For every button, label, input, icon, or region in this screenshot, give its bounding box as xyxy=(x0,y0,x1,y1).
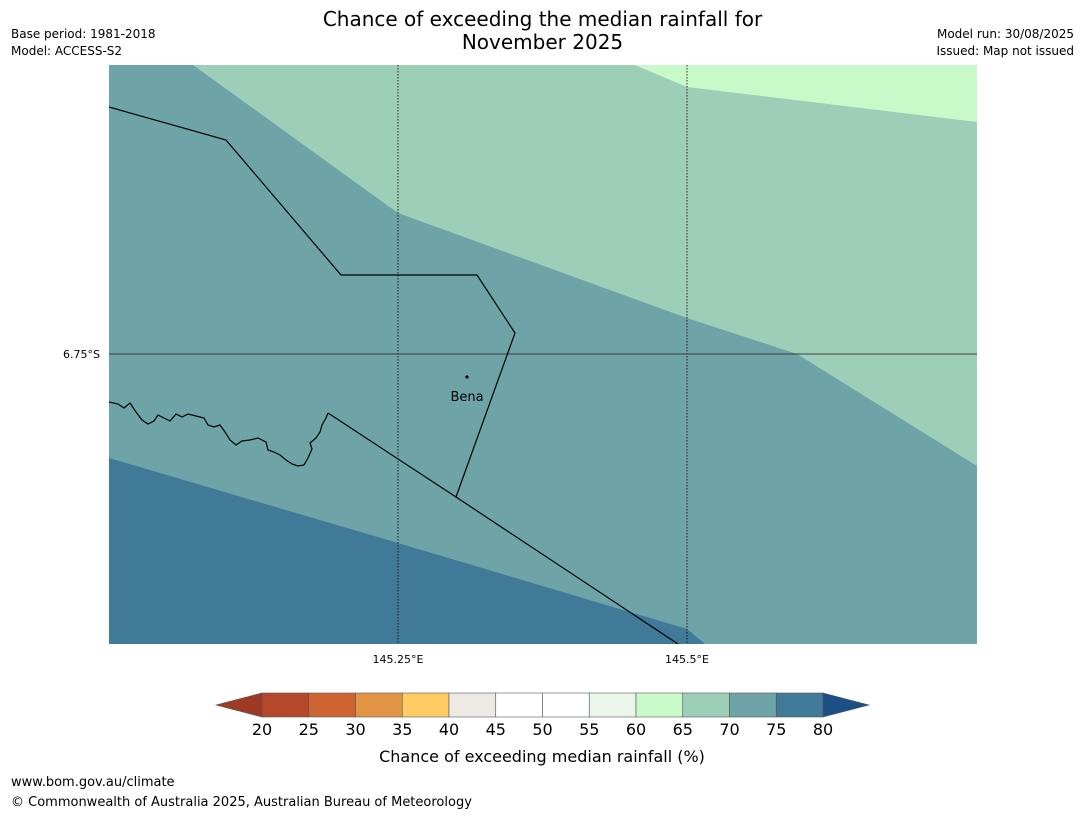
footer-url: www.bom.gov.au/climate xyxy=(11,775,175,790)
colorbar-segment xyxy=(588,692,637,718)
model-info: Base period: 1981-2018 Model: ACCESS-S2 xyxy=(11,26,156,60)
colorbar-tick-label: 20 xyxy=(252,720,272,739)
colorbar-segment xyxy=(448,692,497,718)
colorbar-segment xyxy=(775,692,824,718)
colorbar-segment xyxy=(635,692,684,718)
place-label-bena: Bena xyxy=(450,390,483,405)
title-line-2: November 2025 xyxy=(461,30,624,54)
colorbar-segment xyxy=(682,692,730,718)
colorbar-tick-label: 80 xyxy=(813,720,833,739)
colorbar-under-arrow xyxy=(214,692,263,718)
model-name: Model: ACCESS-S2 xyxy=(11,44,123,58)
colorbar-tick-label: 75 xyxy=(766,720,786,739)
colorbar-segment xyxy=(261,692,310,718)
map-title: Chance of exceeding the median rainfall … xyxy=(0,8,1085,54)
colorbar-segment xyxy=(729,692,777,718)
colorbar-tick-label: 25 xyxy=(299,720,319,739)
colorbar-segment xyxy=(355,692,403,718)
region-60-65 xyxy=(635,65,977,122)
colorbar-label: Chance of exceeding median rainfall (%) xyxy=(379,747,705,766)
colorbar-tick-label: 30 xyxy=(345,720,365,739)
lat-label: 6.75°S xyxy=(63,348,100,361)
footer-copyright: © Commonwealth of Australia 2025, Austra… xyxy=(11,795,472,810)
colorbar-over-arrow xyxy=(822,692,871,718)
colorbar-segment xyxy=(542,692,590,718)
map-area xyxy=(109,65,977,644)
colorbar-tick-label: 60 xyxy=(626,720,646,739)
lon-label-2: 145.5°E xyxy=(665,653,709,666)
model-run: Model run: 30/08/2025 xyxy=(936,27,1074,41)
colorbar-tick-label: 55 xyxy=(579,720,599,739)
boundary-south xyxy=(327,412,679,644)
colorbar-tick-label: 50 xyxy=(532,720,552,739)
lon-label-1: 145.25°E xyxy=(373,653,424,666)
colorbar-tick-label: 40 xyxy=(439,720,459,739)
colorbar: 20 25 30 35 40 45 50 55 60 65 70 75 80 Chance of exc… xyxy=(214,692,871,766)
bena-marker xyxy=(465,375,469,379)
title-line-1: Chance of exceeding the median rainfall … xyxy=(322,7,763,31)
colorbar-segment xyxy=(308,692,356,718)
issued-status: Issued: Map not issued xyxy=(936,44,1074,58)
run-info: Model run: 30/08/2025 Issued: Map not is… xyxy=(936,26,1074,60)
colorbar-tick-label: 45 xyxy=(486,720,506,739)
boundary-north xyxy=(109,106,516,498)
colorbar-tick-label: 70 xyxy=(719,720,739,739)
colorbar-segment xyxy=(401,692,450,718)
coastline xyxy=(109,401,329,467)
region-70-75 xyxy=(109,65,977,644)
colorbar-tick-label: 35 xyxy=(392,720,412,739)
region-75-80 xyxy=(109,458,705,644)
colorbar-tick-label: 65 xyxy=(673,720,693,739)
base-period: Base period: 1981-2018 xyxy=(11,27,156,41)
colorbar-segment xyxy=(495,692,543,718)
